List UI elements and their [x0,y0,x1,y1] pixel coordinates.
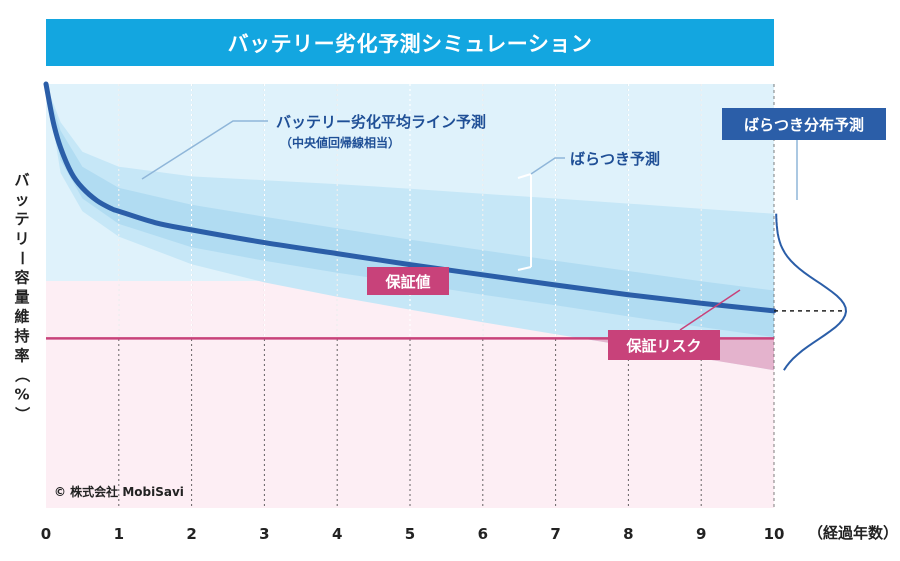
distribution-badge [722,108,886,140]
y-axis-label-char: （ [13,367,31,382]
y-axis-label-char: 容 [13,269,29,287]
y-axis-label-char: 率 [14,347,29,365]
x-tick-label: 4 [332,525,342,543]
median-callout-sub: （中央値回帰線相当） [280,135,400,150]
x-tick-label: 1 [114,525,124,543]
risk-badge-label: 保証リスク [625,337,701,355]
y-axis-label-char: % [14,386,29,404]
y-axis-label-char: バ [14,171,29,189]
y-axis-label-char: ー [13,250,31,265]
y-axis-label-char: ッ [14,191,29,209]
x-tick-label: 2 [186,525,196,543]
spread-bracket-top [517,173,532,179]
y-axis-label-char: リ [14,230,29,248]
median-callout-leader [141,120,268,180]
x-tick-labels: 0 1 2 3 4 5 6 7 8 9 10 [41,525,785,543]
x-axis-label: （経過年数） [808,524,898,542]
y-axis-label-char: 維 [14,308,29,326]
y-axis-label-char: 持 [14,327,29,345]
distribution-curve [775,213,848,371]
spread-callout: ばらつき予測 [570,150,660,168]
x-tick-label: 6 [478,525,488,543]
chart-title: バッテリー劣化予測シミュレーション [46,19,774,66]
risk-badge-leader [679,289,741,331]
risk-badge [608,330,720,360]
guarantee-badge-label: 保証値 [384,273,430,291]
median-callout: バッテリー劣化平均ライン予測 [276,113,486,131]
x-tick-label: 7 [550,525,560,543]
y-axis-label-char: テ [14,210,29,228]
x-tick-label: 9 [696,525,706,543]
x-tick-label: 3 [259,525,269,543]
x-tick-label: 10 [764,525,785,543]
spread-bracket-bottom [517,266,532,271]
x-tick-label: 5 [405,525,415,543]
y-axis-label-char: ） [13,406,31,421]
spread-callout-leader [530,157,565,175]
median-line [43,81,777,314]
x-tick-label: 8 [623,525,633,543]
guarantee-badge [367,267,449,295]
distribution-badge-label: ばらつき分布予測 [744,116,864,134]
copyright: © 株式会社 MobiSavi [54,484,184,499]
y-axis-label-char: 量 [14,288,29,306]
spread-band-inner [46,84,774,338]
x-tick-label: 0 [41,525,51,543]
